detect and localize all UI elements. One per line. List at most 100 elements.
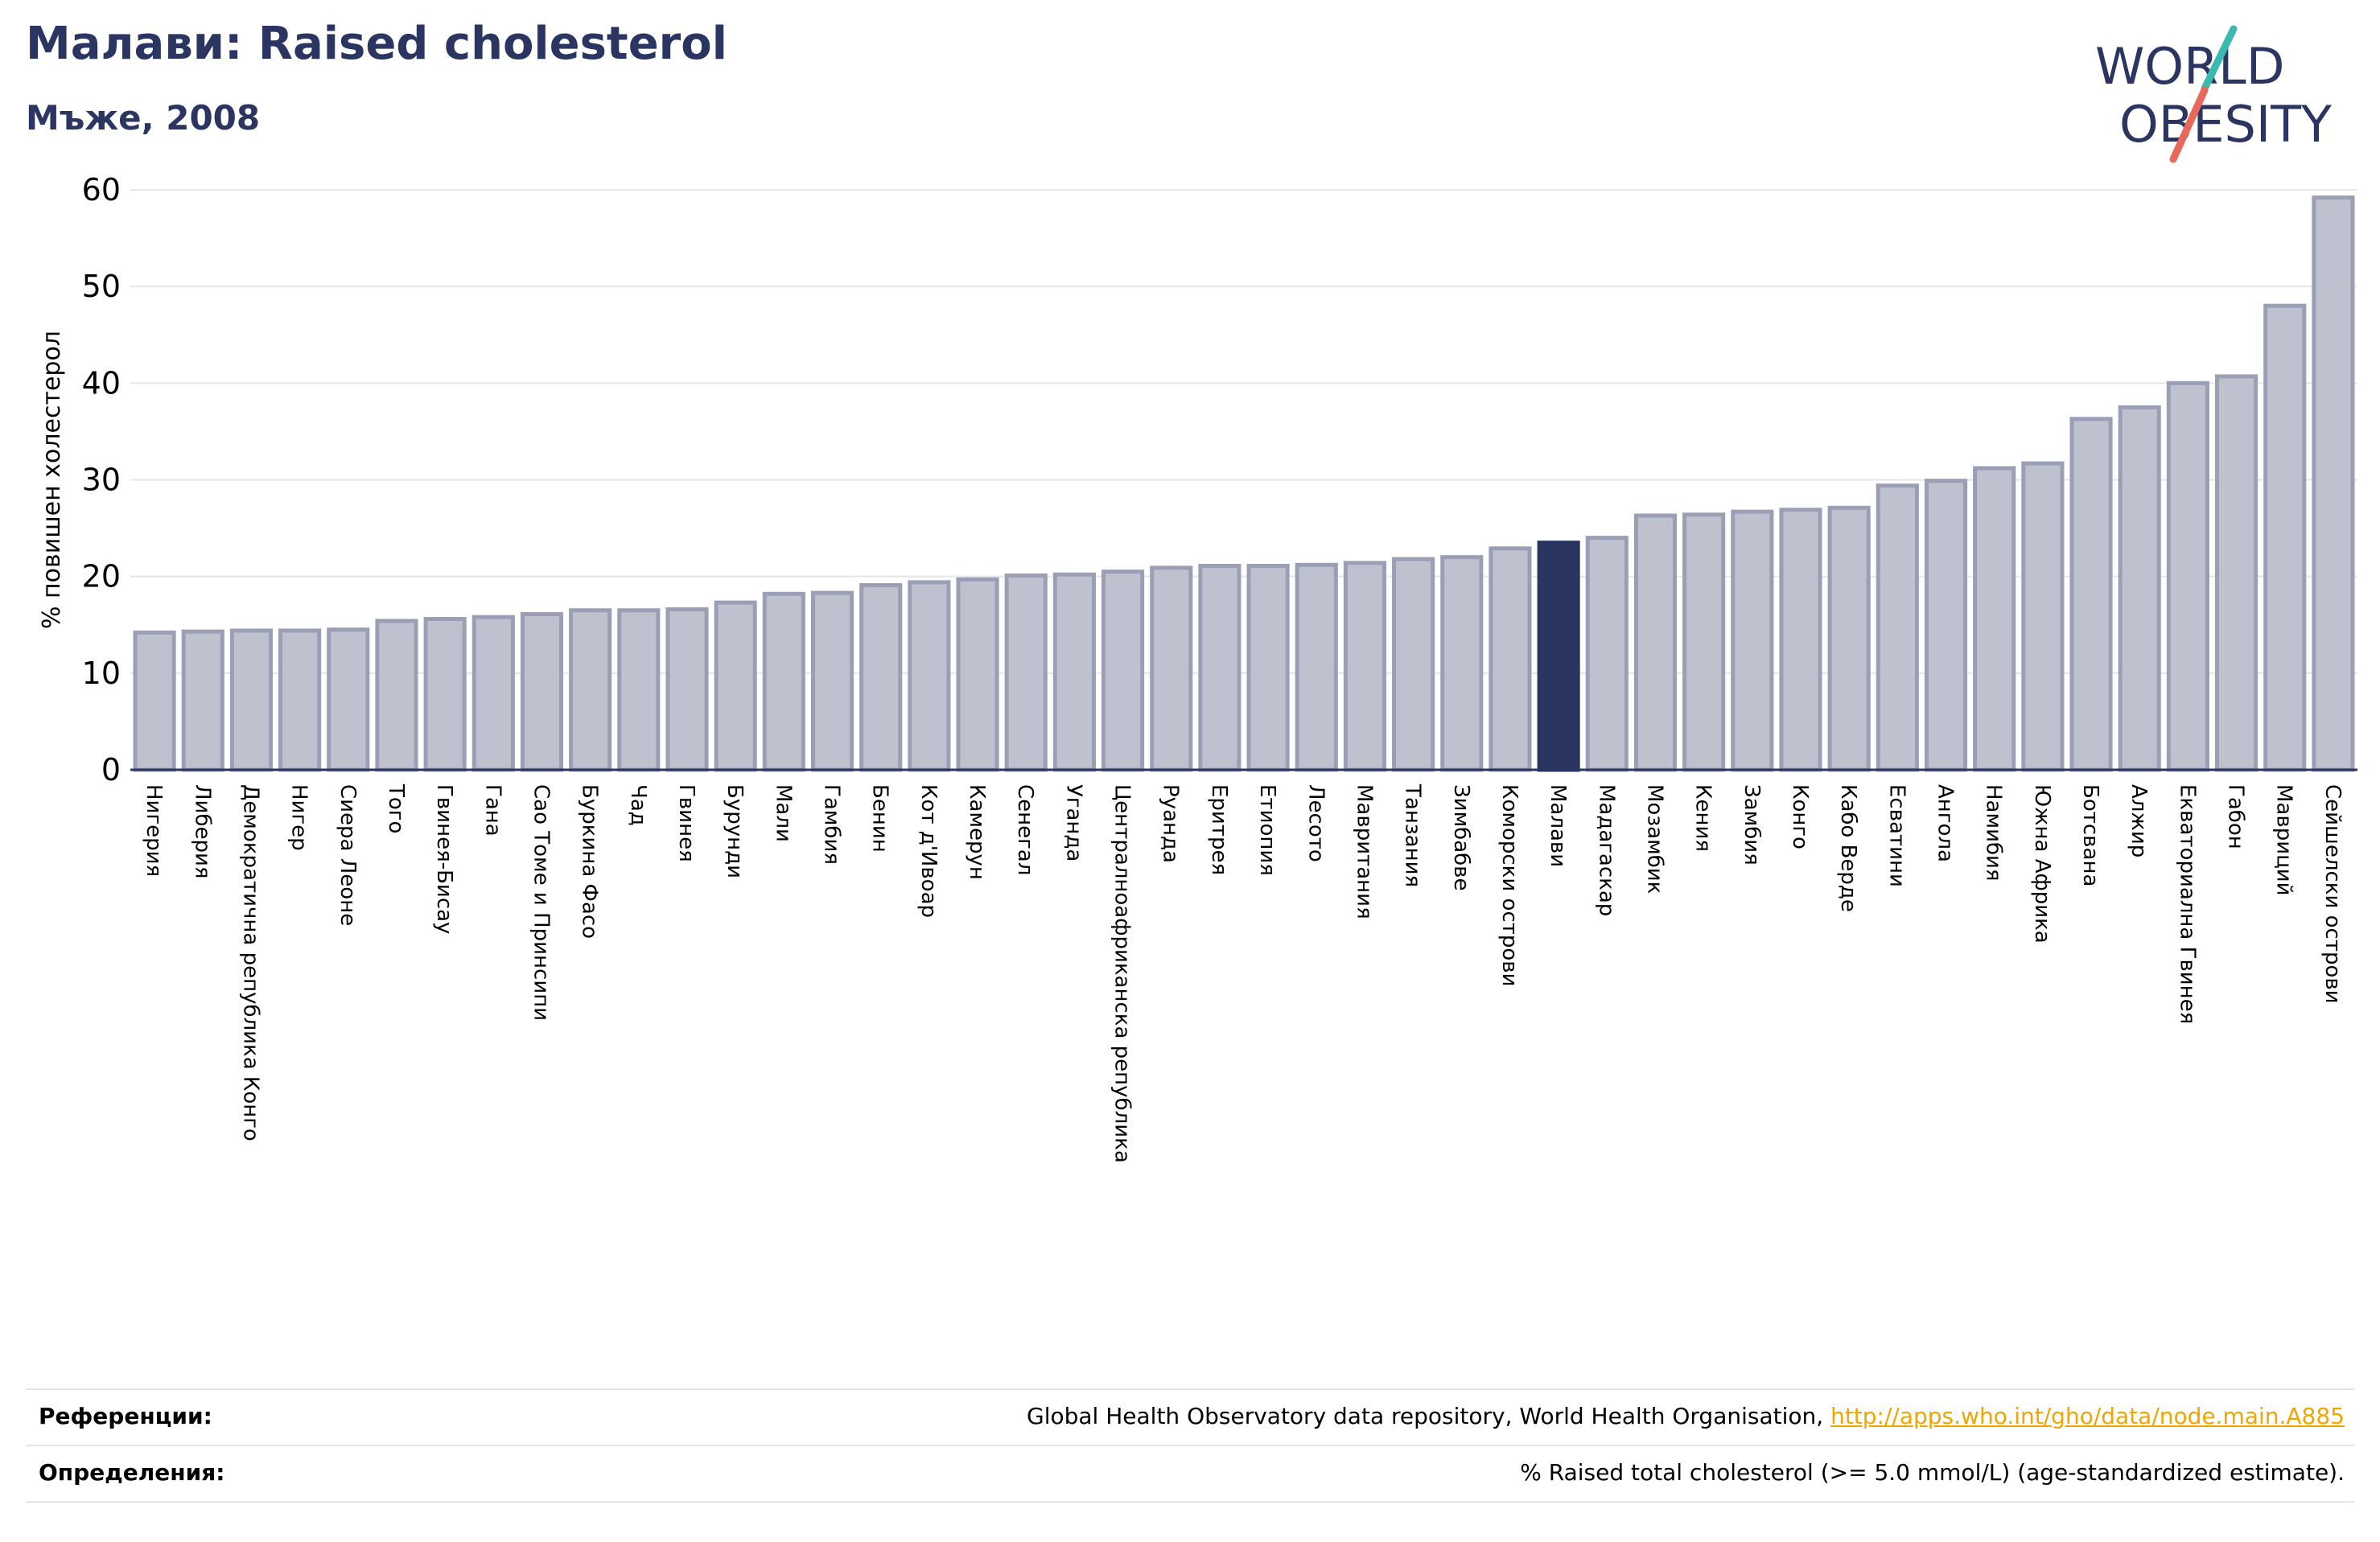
bar bbox=[1682, 512, 1726, 772]
y-tick-label: 10 bbox=[82, 656, 121, 691]
x-tick-label: Бенин bbox=[868, 784, 892, 853]
bar bbox=[327, 627, 370, 772]
x-tick-label: Танзания bbox=[1401, 783, 1425, 887]
x-tick-label: Есватини bbox=[1884, 784, 1909, 887]
x-tick-label: Габон bbox=[2224, 784, 2248, 849]
references-source: Global Health Observatory data repositor… bbox=[1027, 1403, 1831, 1429]
x-tick-label: Кот д'Ивоар bbox=[916, 784, 941, 918]
bar bbox=[1779, 508, 1822, 772]
bar bbox=[181, 629, 224, 772]
bar bbox=[2312, 195, 2355, 772]
bar bbox=[1731, 509, 1774, 772]
references-link[interactable]: http://apps.who.int/gho/data/node.main.A… bbox=[1830, 1403, 2345, 1429]
x-tick-label: Замбия bbox=[1740, 784, 1764, 866]
bar bbox=[908, 580, 951, 772]
y-axis-label: % повишен холестерол bbox=[38, 331, 66, 629]
x-tick-label: Екваториална Гвинея bbox=[2175, 784, 2199, 1024]
x-tick-label: Зимбабве bbox=[1449, 784, 1473, 891]
bar bbox=[1150, 565, 1193, 772]
x-tick-label: Малави bbox=[1546, 784, 1570, 867]
bar bbox=[1924, 479, 1968, 772]
bar bbox=[133, 630, 176, 772]
bar bbox=[1295, 562, 1338, 772]
y-tick-label: 60 bbox=[82, 172, 121, 208]
bar bbox=[278, 628, 322, 772]
x-tick-label: Мавриций bbox=[2272, 784, 2296, 896]
bar bbox=[1052, 572, 1096, 772]
bar bbox=[2166, 380, 2209, 772]
footer-divider-middle bbox=[26, 1445, 2354, 1446]
x-tick-label: Чад bbox=[626, 784, 650, 826]
definitions-text: % Raised total cholesterol (>= 5.0 mmol/… bbox=[1520, 1459, 2345, 1486]
bar bbox=[859, 582, 903, 772]
x-tick-label: Уганда bbox=[1061, 784, 1085, 861]
x-tick-label: Либерия bbox=[190, 784, 214, 879]
x-tick-label: Кения bbox=[1691, 784, 1715, 852]
x-tick-label: Ангола bbox=[1933, 784, 1958, 862]
x-tick-label: Еритрея bbox=[1207, 784, 1231, 875]
bar bbox=[1489, 546, 1532, 772]
bar bbox=[1004, 573, 1048, 772]
x-tick-label: Етиопия bbox=[1255, 784, 1279, 876]
chart-subtitle: Мъже, 2008 bbox=[26, 98, 261, 138]
x-tick-label: Буркина Фасо bbox=[578, 784, 602, 939]
world-obesity-logo: WORLD OBESITY bbox=[2095, 25, 2332, 163]
x-tick-label: Мавритания bbox=[1352, 784, 1376, 919]
bar bbox=[665, 607, 709, 772]
bar bbox=[617, 608, 661, 772]
bar bbox=[2263, 303, 2307, 772]
x-tick-label: Сейшелски острови bbox=[2320, 784, 2345, 1004]
y-tick-label: 50 bbox=[82, 269, 121, 304]
bar bbox=[1585, 536, 1629, 772]
x-tick-label: Гамбия bbox=[820, 784, 844, 865]
y-tick-label: 0 bbox=[101, 752, 121, 787]
bar bbox=[1827, 505, 1871, 772]
bar bbox=[1633, 513, 1678, 772]
definitions-label: Определения: bbox=[39, 1459, 225, 1486]
bar bbox=[520, 612, 564, 772]
bar bbox=[2214, 374, 2259, 772]
logo-world-text: WORLD bbox=[2095, 37, 2284, 96]
bar bbox=[1440, 555, 1484, 772]
x-tick-label: Нигер bbox=[287, 784, 311, 851]
y-tick-label: 20 bbox=[82, 559, 121, 594]
logo-teal-slash bbox=[2201, 25, 2238, 93]
footer-divider-bottom bbox=[26, 1501, 2354, 1503]
x-tick-label: Южна Африка bbox=[2030, 784, 2054, 944]
bar bbox=[1101, 570, 1145, 772]
references-text: Global Health Observatory data repositor… bbox=[1027, 1403, 2345, 1429]
y-tick-label: 30 bbox=[82, 463, 121, 498]
bar bbox=[956, 577, 999, 772]
x-tick-label: Руанда bbox=[1159, 784, 1183, 863]
x-tick-label: Ботсвана bbox=[2078, 784, 2102, 886]
bar bbox=[1198, 563, 1241, 772]
bar bbox=[1973, 466, 2016, 772]
x-tick-label: Сенегал bbox=[1013, 784, 1037, 875]
bar bbox=[1392, 557, 1435, 772]
x-tick-label: Намибия bbox=[1982, 784, 2006, 882]
logo-obesity-text: OBESITY bbox=[2119, 95, 2332, 154]
bar bbox=[1246, 563, 1290, 772]
logo-red-slash bbox=[2169, 86, 2209, 163]
references-label: Референции: bbox=[39, 1403, 212, 1429]
bar bbox=[569, 608, 612, 772]
x-tick-label: Кабо Верде bbox=[1836, 784, 1860, 912]
x-tick-label: Алжир bbox=[2127, 784, 2151, 857]
bar bbox=[762, 591, 805, 772]
x-tick-label: Лесото bbox=[1303, 784, 1328, 862]
x-tick-label: Гана bbox=[480, 784, 504, 837]
x-tick-label: Бурунди bbox=[723, 784, 747, 878]
bar bbox=[2069, 417, 2113, 772]
bar bbox=[375, 619, 418, 772]
x-tick-label: Мали bbox=[771, 784, 795, 842]
bar bbox=[810, 590, 854, 772]
x-tick-label: Мадагаскар bbox=[1594, 784, 1618, 916]
bar bbox=[2118, 405, 2161, 772]
bar bbox=[471, 615, 515, 772]
y-tick-label: 40 bbox=[82, 365, 121, 401]
bar bbox=[1343, 561, 1387, 772]
bar bbox=[714, 600, 757, 772]
x-tick-label: Коморски острови bbox=[1497, 784, 1521, 987]
x-tick-label: Сиера Леоне bbox=[336, 784, 360, 926]
x-tick-label: Гвинея-Бисау bbox=[432, 784, 456, 934]
